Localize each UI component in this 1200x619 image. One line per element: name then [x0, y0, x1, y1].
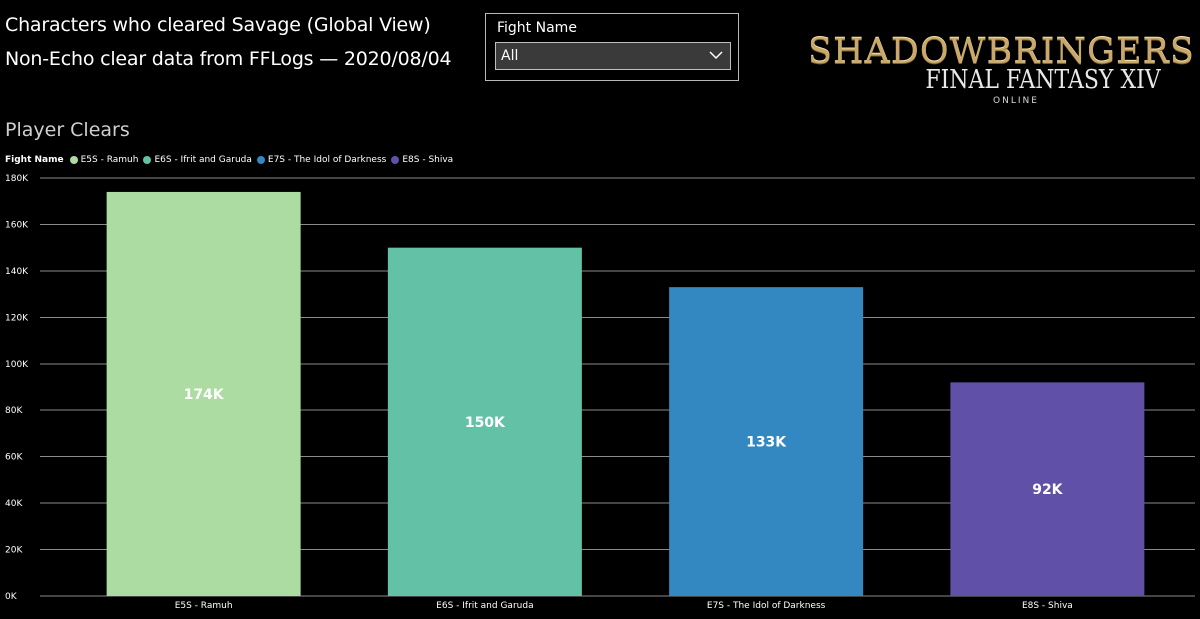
y-tick-label: 60K	[5, 453, 23, 463]
bar-4[interactable]	[950, 382, 1145, 596]
legend-swatch	[256, 156, 265, 164]
legend-label: E7S - The Idol of Darkness	[267, 155, 387, 165]
x-tick-label: E7S - The Idol of Darkness	[707, 601, 826, 611]
logo-sub-text: FINAL FANTASY XIV	[925, 65, 1161, 96]
y-tick-label: 40K	[5, 499, 23, 509]
chart-legend: Fight Name E5S - Ramuh E6S - Ifrit and G…	[5, 153, 458, 167]
logo-online-text: ONLINE	[993, 96, 1039, 106]
data-label: 92K	[1032, 482, 1063, 498]
report-subtitle: Non-Echo clear data from FFLogs — 2020/0…	[5, 48, 452, 70]
legend-swatch	[143, 156, 152, 164]
x-tick-label: E5S - Ramuh	[175, 601, 233, 611]
legend-item[interactable]: E6S - Ifrit and Garuda	[143, 155, 252, 165]
legend-label: E6S - Ifrit and Garuda	[154, 155, 252, 165]
chevron-down-icon	[709, 51, 723, 60]
y-tick-label: 180K	[5, 174, 29, 184]
shadowbringers-logo: SHADOWBRINGERS FINAL FANTASY XIV ONLINE	[808, 32, 1195, 110]
bar-3[interactable]	[669, 287, 864, 596]
x-tick-label: E8S - Shiva	[1022, 601, 1073, 611]
report-title: Characters who cleared Savage (Global Vi…	[5, 14, 431, 36]
y-tick-label: 120K	[5, 313, 29, 323]
legend-item[interactable]: E7S - The Idol of Darkness	[256, 155, 387, 165]
x-tick-label: E6S - Ifrit and Garuda	[436, 601, 533, 611]
fight-name-slicer: Fight Name All	[485, 13, 739, 81]
legend-label: E8S - Shiva	[402, 155, 454, 165]
y-tick-label: 20K	[5, 546, 23, 556]
data-label: 150K	[465, 415, 506, 431]
logo-main-text: SHADOWBRINGERS	[808, 32, 1195, 72]
bar-chart: 0K 20K 40K 60K 80K 100K 120K 140K 160K 180K 174K E5…	[5, 174, 1195, 611]
bar-1[interactable]	[106, 191, 301, 596]
slicer-label: Fight Name	[497, 20, 577, 36]
legend-item[interactable]: E5S - Ramuh	[69, 155, 139, 165]
data-label: 174K	[184, 387, 225, 403]
y-tick-label: 80K	[5, 406, 23, 416]
bar-2[interactable]	[387, 247, 582, 596]
legend-label: E5S - Ramuh	[80, 155, 139, 165]
y-tick-label: 0K	[5, 592, 18, 602]
slicer-selected-value: All	[501, 48, 519, 64]
y-tick-label: 160K	[5, 220, 29, 230]
y-tick-label: 140K	[5, 267, 29, 277]
legend-swatch	[69, 156, 78, 164]
legend-item[interactable]: E8S - Shiva	[391, 155, 453, 165]
y-tick-label: 100K	[5, 360, 29, 370]
legend-title: Fight Name	[5, 155, 64, 165]
legend-swatch	[391, 156, 400, 164]
fight-name-dropdown[interactable]: All	[495, 42, 731, 70]
chart-title: Player Clears	[5, 119, 130, 141]
data-label: 133K	[746, 435, 787, 451]
